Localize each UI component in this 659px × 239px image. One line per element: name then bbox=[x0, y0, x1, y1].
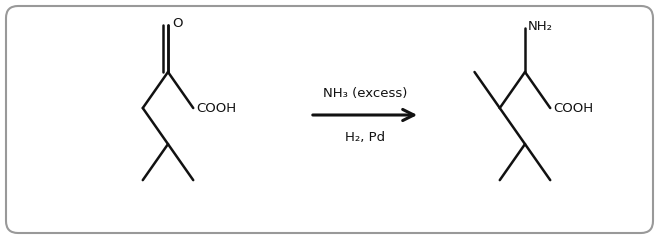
Text: H₂, Pd: H₂, Pd bbox=[345, 130, 385, 143]
Text: NH₂: NH₂ bbox=[528, 20, 553, 33]
Text: COOH: COOH bbox=[554, 102, 593, 114]
FancyBboxPatch shape bbox=[6, 6, 653, 233]
Text: NH₃ (excess): NH₃ (excess) bbox=[323, 87, 407, 99]
Text: O: O bbox=[172, 16, 183, 29]
Text: COOH: COOH bbox=[196, 102, 237, 114]
